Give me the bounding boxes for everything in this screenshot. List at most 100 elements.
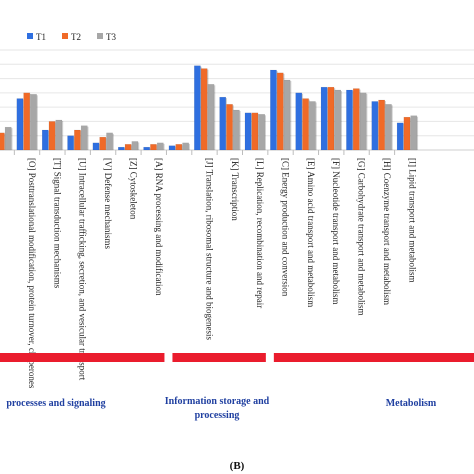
- panel-label: (B): [230, 460, 245, 472]
- bar-t1-10: [244, 112, 252, 151]
- bar-shade-t3-11: [290, 81, 292, 150]
- bar-shade-t2-2: [55, 122, 57, 150]
- category-label-5: [Z] Cytoskeleton: [128, 158, 138, 220]
- legend-label-t3: T3: [106, 32, 116, 42]
- bar-t2-0: [0, 132, 5, 151]
- bar-t1-6: [143, 146, 150, 151]
- bar-t1-15: [371, 101, 379, 151]
- bar-t1-1: [16, 98, 24, 151]
- bar-shade-t3-10: [264, 115, 266, 150]
- bar-t3-7: [182, 142, 189, 151]
- bar-t3-15: [385, 104, 392, 151]
- bar-t2-11: [276, 72, 284, 151]
- category-labels: [O] Posttranslational modification, prot…: [13, 150, 417, 389]
- legend-label-t1: T1: [36, 32, 46, 42]
- bar-shade-t3-3: [87, 126, 89, 150]
- bar-shade-t3-4: [112, 133, 114, 150]
- bar-t3-0: [4, 126, 12, 151]
- bar-t2-8: [200, 68, 208, 151]
- bar-t3-5: [131, 141, 139, 151]
- bar-t2-7: [175, 144, 183, 151]
- category-label-13: [F] Nucleotide transport and metabolism: [331, 158, 341, 304]
- bar-t3-3: [80, 125, 88, 151]
- bar-shade-t3-16: [416, 116, 419, 150]
- legend-swatch-t2: [62, 33, 68, 39]
- bar-shade-t3-7: [188, 143, 190, 150]
- bar-shade-t3-9: [239, 111, 241, 150]
- category-label-2: [T] Signal transduction mechanisms: [52, 158, 62, 289]
- category-label-6: [A] RNA processing and modification: [154, 158, 164, 296]
- bar-t2-4: [99, 136, 107, 151]
- bar-t2-9: [226, 104, 233, 151]
- bar-shade-t3-15: [391, 105, 393, 150]
- legend: T1 T2 T3: [27, 32, 116, 42]
- bar-t1-7: [168, 145, 176, 151]
- bar-t1-9: [219, 96, 227, 151]
- bar-t3-1: [30, 94, 37, 151]
- bar-t2-10: [251, 112, 259, 151]
- bar-t1-3: [67, 135, 74, 151]
- bar-t3-16: [410, 115, 418, 151]
- group-bar-2: [273, 353, 474, 362]
- bar-t3-2: [55, 119, 63, 151]
- bars: [0, 65, 419, 151]
- category-label-8: [J] Translation, ribosomal structure and…: [204, 158, 214, 340]
- bar-t3-14: [359, 92, 367, 151]
- bar-shade-t3-2: [61, 121, 64, 150]
- legend-swatch-t3: [97, 33, 103, 39]
- bar-t1-14: [346, 89, 353, 151]
- bar-t1-8: [194, 65, 201, 151]
- category-label-11: [C] Energy production and conversion: [281, 158, 291, 297]
- legend-swatch-t1: [27, 33, 33, 39]
- category-label-12: [E] Amino acid transport and metabolism: [306, 158, 316, 307]
- category-label-14: [G] Carbohydrate transport and metabolis…: [357, 158, 367, 315]
- bar-t3-4: [106, 132, 113, 151]
- bar-t2-15: [378, 99, 385, 151]
- bar-t2-14: [352, 88, 360, 151]
- gridlines: [0, 49, 474, 137]
- bar-t2-1: [23, 92, 31, 151]
- group-label-0: processes and signaling: [6, 398, 105, 409]
- category-label-16: [I] Lipid transport and metabolism: [407, 158, 417, 282]
- bar-t3-8: [207, 84, 215, 151]
- bar-shade-t1-8: [200, 66, 202, 150]
- bar-t1-13: [320, 86, 328, 151]
- bar-t2-13: [327, 86, 335, 151]
- bar-t3-9: [233, 109, 240, 151]
- bar-shade-t2-5: [131, 145, 133, 150]
- bar-shade-t3-1: [36, 95, 38, 150]
- bar-t1-16: [396, 122, 404, 151]
- bar-shade-t3-12: [315, 102, 317, 150]
- function-groups: processes and signaling Information stora…: [0, 353, 474, 421]
- bar-shade-t3-6: [163, 143, 165, 150]
- bar-t2-16: [403, 116, 411, 151]
- group-label-1: Information storage and processing: [165, 396, 270, 421]
- bar-shade-t3-13: [340, 91, 343, 150]
- bar-shade-t3-14: [366, 93, 368, 150]
- bar-t2-3: [74, 129, 81, 151]
- group-label-2: Metabolism: [386, 398, 437, 409]
- bar-t1-2: [41, 129, 49, 151]
- category-label-1: [O] Posttranslational modification, prot…: [27, 158, 37, 389]
- bar-shade-t3-0: [11, 128, 13, 150]
- bar-t3-13: [334, 89, 342, 151]
- category-label-10: [L] Replication, recombination and repai…: [255, 158, 265, 308]
- bar-t1-12: [295, 92, 303, 151]
- bar-t2-12: [302, 98, 309, 151]
- group-bar-1: [172, 353, 266, 362]
- bar-t1-11: [270, 69, 277, 151]
- bar-t2-5: [124, 144, 132, 151]
- bar-t3-11: [283, 79, 291, 151]
- bar-shade-t3-8: [214, 85, 216, 150]
- bar-t3-6: [156, 142, 164, 151]
- bar-t3-12: [309, 101, 316, 151]
- bar-t3-10: [258, 114, 265, 151]
- legend-label-t2: T2: [71, 32, 81, 42]
- bar-shade-t3-5: [138, 142, 140, 150]
- bar-t1-4: [92, 142, 100, 151]
- bar-t2-2: [48, 121, 56, 151]
- category-label-3: [U] Intracellular trafficking, secretion…: [78, 158, 88, 381]
- category-label-4: [V] Defense mechanisms: [103, 158, 113, 249]
- category-label-9: [K] Transcription: [230, 158, 240, 221]
